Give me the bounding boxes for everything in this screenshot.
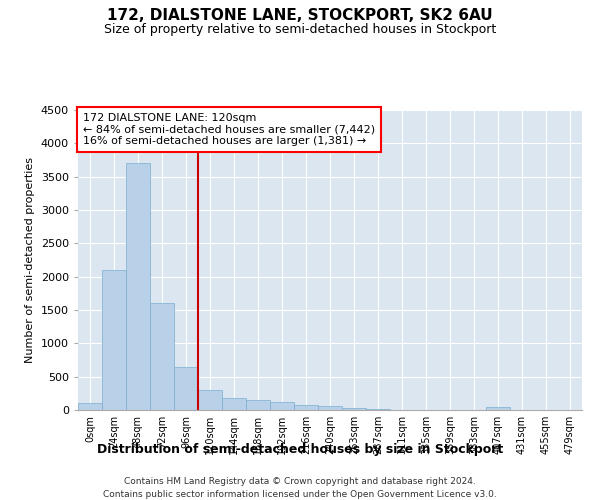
Text: Contains public sector information licensed under the Open Government Licence v3: Contains public sector information licen… [103,490,497,499]
Bar [222,398,246,410]
Text: Size of property relative to semi-detached houses in Stockport: Size of property relative to semi-detach… [104,22,496,36]
Bar [150,304,174,410]
Y-axis label: Number of semi-detached properties: Number of semi-detached properties [25,157,35,363]
Bar [126,164,150,410]
Text: 172 DIALSTONE LANE: 120sqm
← 84% of semi-detached houses are smaller (7,442)
16%: 172 DIALSTONE LANE: 120sqm ← 84% of semi… [83,113,375,146]
Text: Contains HM Land Registry data © Crown copyright and database right 2024.: Contains HM Land Registry data © Crown c… [124,478,476,486]
Bar [78,404,102,410]
Bar [294,404,318,410]
Bar [102,270,126,410]
Bar [270,402,294,410]
Text: 172, DIALSTONE LANE, STOCKPORT, SK2 6AU: 172, DIALSTONE LANE, STOCKPORT, SK2 6AU [107,8,493,22]
Bar [198,390,222,410]
Text: Distribution of semi-detached houses by size in Stockport: Distribution of semi-detached houses by … [97,442,503,456]
Bar [174,366,198,410]
Bar [318,406,342,410]
Bar [246,400,270,410]
Bar [486,406,510,410]
Bar [342,408,366,410]
